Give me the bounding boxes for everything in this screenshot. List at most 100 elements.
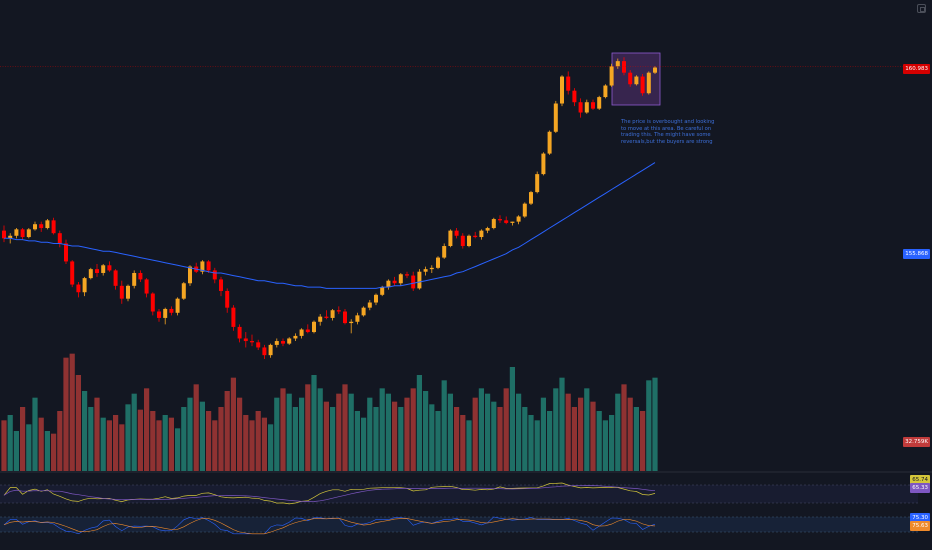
candle <box>324 310 329 320</box>
candle-body <box>448 230 453 247</box>
volume-bar <box>162 415 168 471</box>
candle-body <box>20 229 25 238</box>
candle <box>442 243 447 259</box>
candle <box>547 130 552 155</box>
candle-body <box>33 224 37 230</box>
candle-body <box>206 261 211 271</box>
candle <box>411 271 416 291</box>
candle <box>628 70 633 87</box>
candle <box>516 215 521 225</box>
volume-bar <box>168 417 174 471</box>
candle <box>113 269 118 290</box>
candle-body <box>243 338 248 342</box>
volume-bar <box>305 384 311 471</box>
rsi-signal-line <box>3 485 656 502</box>
candle <box>429 265 434 273</box>
candle <box>64 239 68 264</box>
candle-body <box>293 335 298 339</box>
volume-bar <box>528 415 534 471</box>
volume-bar <box>187 397 193 471</box>
candle <box>566 71 571 95</box>
candle <box>349 319 354 334</box>
volume-bar <box>373 407 379 471</box>
volume-bar <box>261 417 267 471</box>
oscillator-signal-line <box>3 517 656 535</box>
volume-bar <box>633 407 639 471</box>
volume-bar <box>199 401 205 471</box>
volume-bar <box>361 417 367 471</box>
candle-body <box>597 97 602 109</box>
candle-body <box>330 310 335 318</box>
volume-bar <box>26 424 32 471</box>
candle-body <box>634 76 639 85</box>
candle-body <box>225 290 230 308</box>
candle <box>26 228 31 239</box>
maximize-icon[interactable] <box>917 4 926 13</box>
candle-body <box>274 341 279 345</box>
volume-bar <box>503 388 509 471</box>
volume-bars <box>1 353 658 471</box>
candle <box>107 261 112 272</box>
volume-bar <box>534 420 540 471</box>
candle <box>529 190 533 205</box>
candle <box>262 344 267 360</box>
candle-body <box>380 287 385 295</box>
volume-bar <box>82 391 88 471</box>
volume-bar <box>206 411 212 471</box>
candles <box>2 57 657 360</box>
volume-bar <box>144 388 150 471</box>
volume-bar <box>609 415 615 471</box>
candle-body <box>529 192 533 204</box>
candle-body <box>615 61 620 67</box>
volume-bar <box>13 431 19 471</box>
candle <box>88 267 93 280</box>
volume-bar <box>559 377 565 471</box>
volume-bar <box>113 415 119 471</box>
volume-bar <box>478 388 484 471</box>
candle <box>479 229 484 240</box>
candle-body <box>485 228 490 231</box>
candle <box>206 260 211 273</box>
candle-body <box>361 307 366 316</box>
volume-bar <box>540 397 546 471</box>
volume-bar <box>292 407 298 471</box>
candle <box>138 270 143 282</box>
candle-body <box>281 341 285 344</box>
candle <box>268 343 273 358</box>
volume-bar <box>423 391 429 471</box>
candle <box>256 339 261 351</box>
candle-body <box>2 230 6 239</box>
candle <box>646 71 651 95</box>
candle-body <box>237 326 242 339</box>
indicator-panes <box>3 482 656 535</box>
candle <box>336 306 341 315</box>
candle <box>473 231 478 239</box>
volume-bar <box>497 407 503 471</box>
volume-bar <box>1 420 7 471</box>
volume-bar <box>435 411 441 471</box>
candle-body <box>467 235 471 247</box>
volume-bar <box>615 393 621 471</box>
candle <box>343 308 347 325</box>
candle-body <box>45 220 50 229</box>
rsi-value-label-a: 65.74 <box>910 475 930 485</box>
candle-body <box>535 174 540 193</box>
candle <box>163 307 168 325</box>
volume-bar <box>230 377 236 471</box>
candle-body <box>318 316 323 322</box>
candle-body <box>262 347 267 356</box>
candle <box>231 305 236 331</box>
candle <box>299 328 304 339</box>
candle <box>95 264 99 277</box>
candle-body <box>516 216 521 222</box>
candle-body <box>212 270 217 280</box>
candle-body <box>584 102 589 113</box>
volume-bar <box>385 393 391 471</box>
volume-bar <box>69 353 75 471</box>
volume-bar <box>274 397 280 471</box>
volume-bar <box>137 409 143 471</box>
candle <box>398 272 403 286</box>
candle <box>535 171 540 194</box>
